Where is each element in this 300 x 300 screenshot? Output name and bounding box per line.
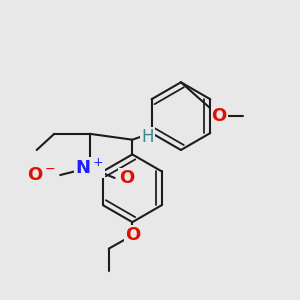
Text: $\mathregular{N}^+$: $\mathregular{N}^+$ — [75, 158, 104, 177]
Text: $\mathregular{O}^-$: $\mathregular{O}^-$ — [27, 166, 56, 184]
Text: H: H — [141, 128, 154, 146]
Text: O: O — [119, 169, 134, 187]
Text: O: O — [212, 107, 227, 125]
Text: O: O — [125, 226, 140, 244]
